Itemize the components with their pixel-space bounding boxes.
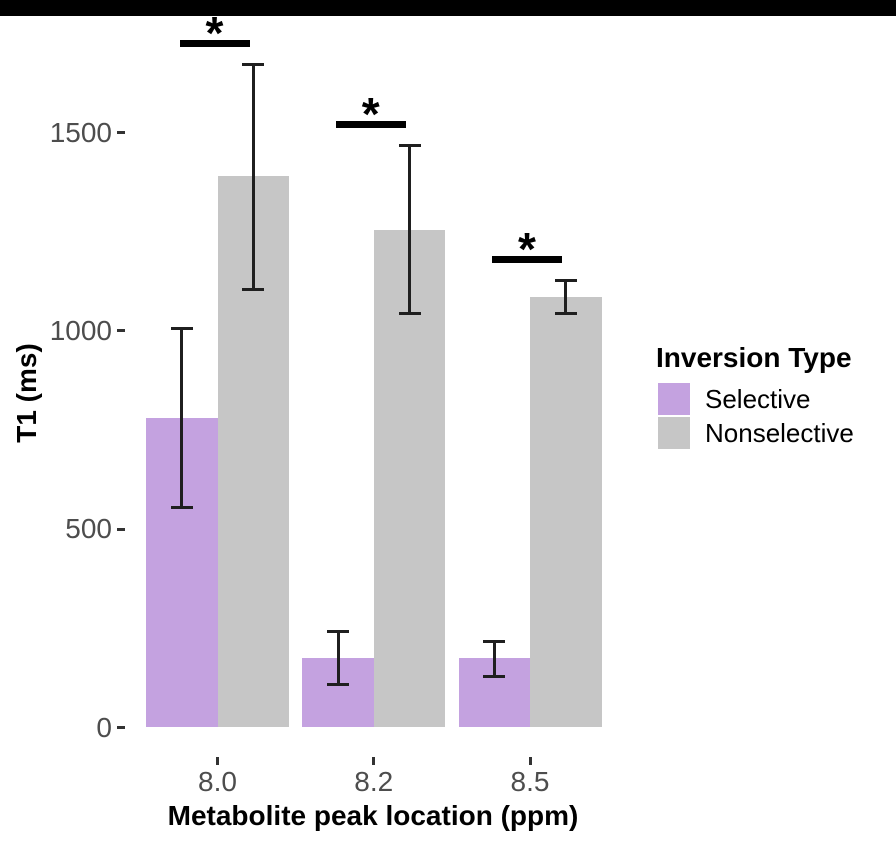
errorbar-nonselective-8.5-stem [564,279,568,315]
significance-asterisk-8.2: * [361,88,380,141]
errorbar-nonselective-8.2-cap-top [398,144,421,148]
x-tick-mark-8.2 [372,757,376,765]
y-tick-label-500: 500 [65,513,112,545]
errorbar-nonselective-8.5-cap-top [554,279,577,283]
errorbar-nonselective-8.0-stem [251,63,255,292]
legend-label-selective: Selective [705,384,811,414]
y-tick-mark-0 [117,726,125,729]
errorbar-nonselective-8.2-stem [408,144,411,315]
x-axis-title: Metabolite peak location (ppm) [167,800,579,831]
errorbar-selective-8.5-cap-bottom [483,674,506,678]
y-tick-label-0: 0 [96,711,112,743]
y-axis-title: T1 (ms) [11,343,42,443]
y-tick-label-1500: 1500 [49,116,112,148]
legend-title: Inversion Type [656,342,852,373]
x-tick-label-8.0: 8.0 [198,766,237,797]
x-tick-label-8.2: 8.2 [354,766,394,797]
errorbar-selective-8.0-cap-top [170,326,193,330]
errorbar-selective-8.2-cap-top [327,630,349,634]
legend-swatch-nonselective [658,417,690,449]
letterbox-top-bar [0,0,896,16]
x-tick-mark-8.5 [528,757,532,765]
errorbar-nonselective-8.2-cap-bottom [398,311,421,315]
significance-asterisk-8.5: * [518,223,536,276]
errorbar-nonselective-8.0-cap-bottom [242,288,265,292]
errorbar-selective-8.0-cap-bottom [170,506,193,510]
y-tick-mark-1000 [117,329,125,333]
significance-line-8.0 [179,40,250,48]
significance-line-8.5 [492,256,562,264]
bar-nonselective-8.5 [530,297,602,728]
x-tick-mark-8.0 [216,757,219,765]
errorbar-selective-8.2-stem [336,630,340,686]
legend-label-nonselective: Nonselective [705,418,854,448]
significance-line-8.2 [335,121,406,129]
significance-asterisk-8.0: * [205,7,224,60]
errorbar-selective-8.5-cap-top [483,640,506,644]
errorbar-selective-8.5-stem [492,640,496,678]
y-tick-mark-1500 [117,131,125,135]
errorbar-selective-8.0-stem [180,326,184,510]
y-tick-mark-500 [117,527,125,531]
x-tick-label-8.5: 8.5 [510,766,550,797]
errorbar-selective-8.2-cap-bottom [327,682,349,686]
errorbar-nonselective-8.0-cap-top [242,63,265,67]
errorbar-nonselective-8.5-cap-bottom [554,311,577,315]
legend-swatch-selective [658,383,690,415]
y-tick-label-1000: 1000 [49,314,112,346]
